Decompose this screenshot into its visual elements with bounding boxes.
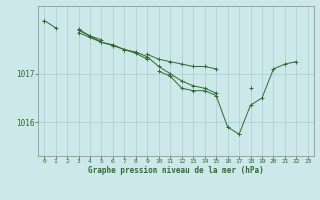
X-axis label: Graphe pression niveau de la mer (hPa): Graphe pression niveau de la mer (hPa) xyxy=(88,166,264,175)
